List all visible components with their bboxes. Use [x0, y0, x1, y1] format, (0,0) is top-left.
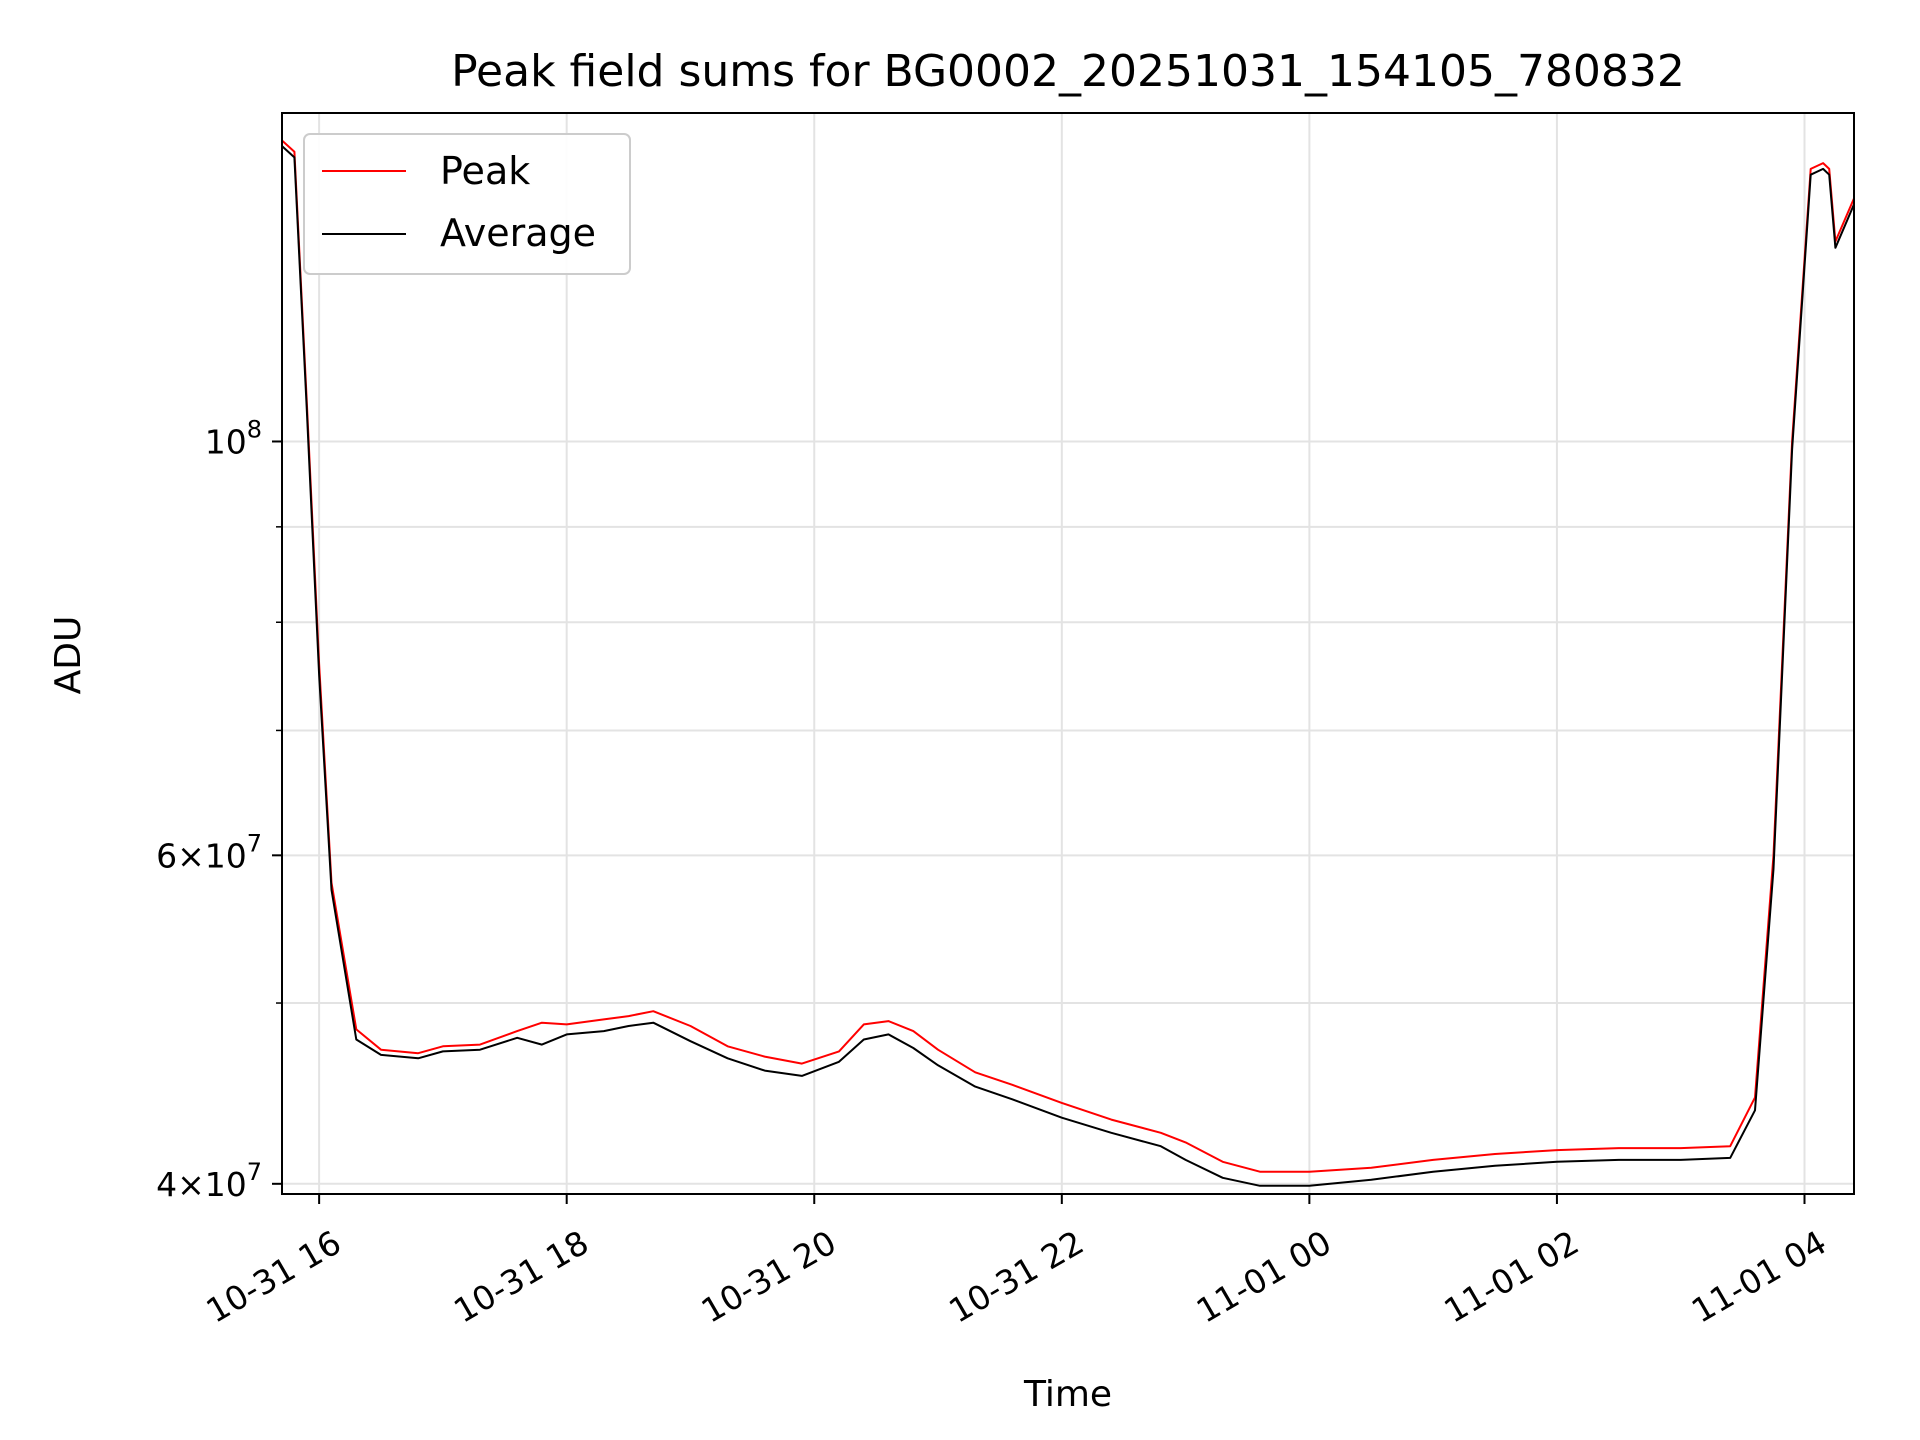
legend: Peak Average	[303, 133, 631, 275]
y-tick-times: ×10	[177, 1165, 247, 1204]
grid-lines	[282, 113, 1854, 1194]
chart-title: Peak field sums for BG0002_20251031_1541…	[451, 46, 1685, 97]
y-tick-base: 6	[156, 836, 177, 875]
y-tick-base: 10	[205, 422, 247, 461]
y-tick-base: 4	[156, 1165, 177, 1204]
series-line-peak	[281, 139, 1855, 1173]
x-axis-label: Time	[1023, 1374, 1112, 1415]
legend-peak-label: Peak	[440, 149, 530, 193]
y-tick-exponent: 8	[247, 415, 262, 443]
y-tick-exponent: 7	[247, 1158, 262, 1186]
y-tick-label: 108	[205, 415, 262, 461]
y-axis-label: ADU	[48, 616, 89, 695]
legend-average-label: Average	[440, 211, 596, 255]
y-tick-label: 6×107	[156, 829, 262, 875]
series-line-average	[281, 145, 1855, 1187]
plot-frame	[281, 112, 1855, 1195]
y-tick-label: 4×107	[156, 1158, 262, 1204]
y-tick-times: ×10	[177, 836, 247, 875]
legend-box	[303, 133, 631, 275]
y-tick-exponent: 7	[247, 829, 262, 857]
series-layer	[281, 139, 1855, 1187]
